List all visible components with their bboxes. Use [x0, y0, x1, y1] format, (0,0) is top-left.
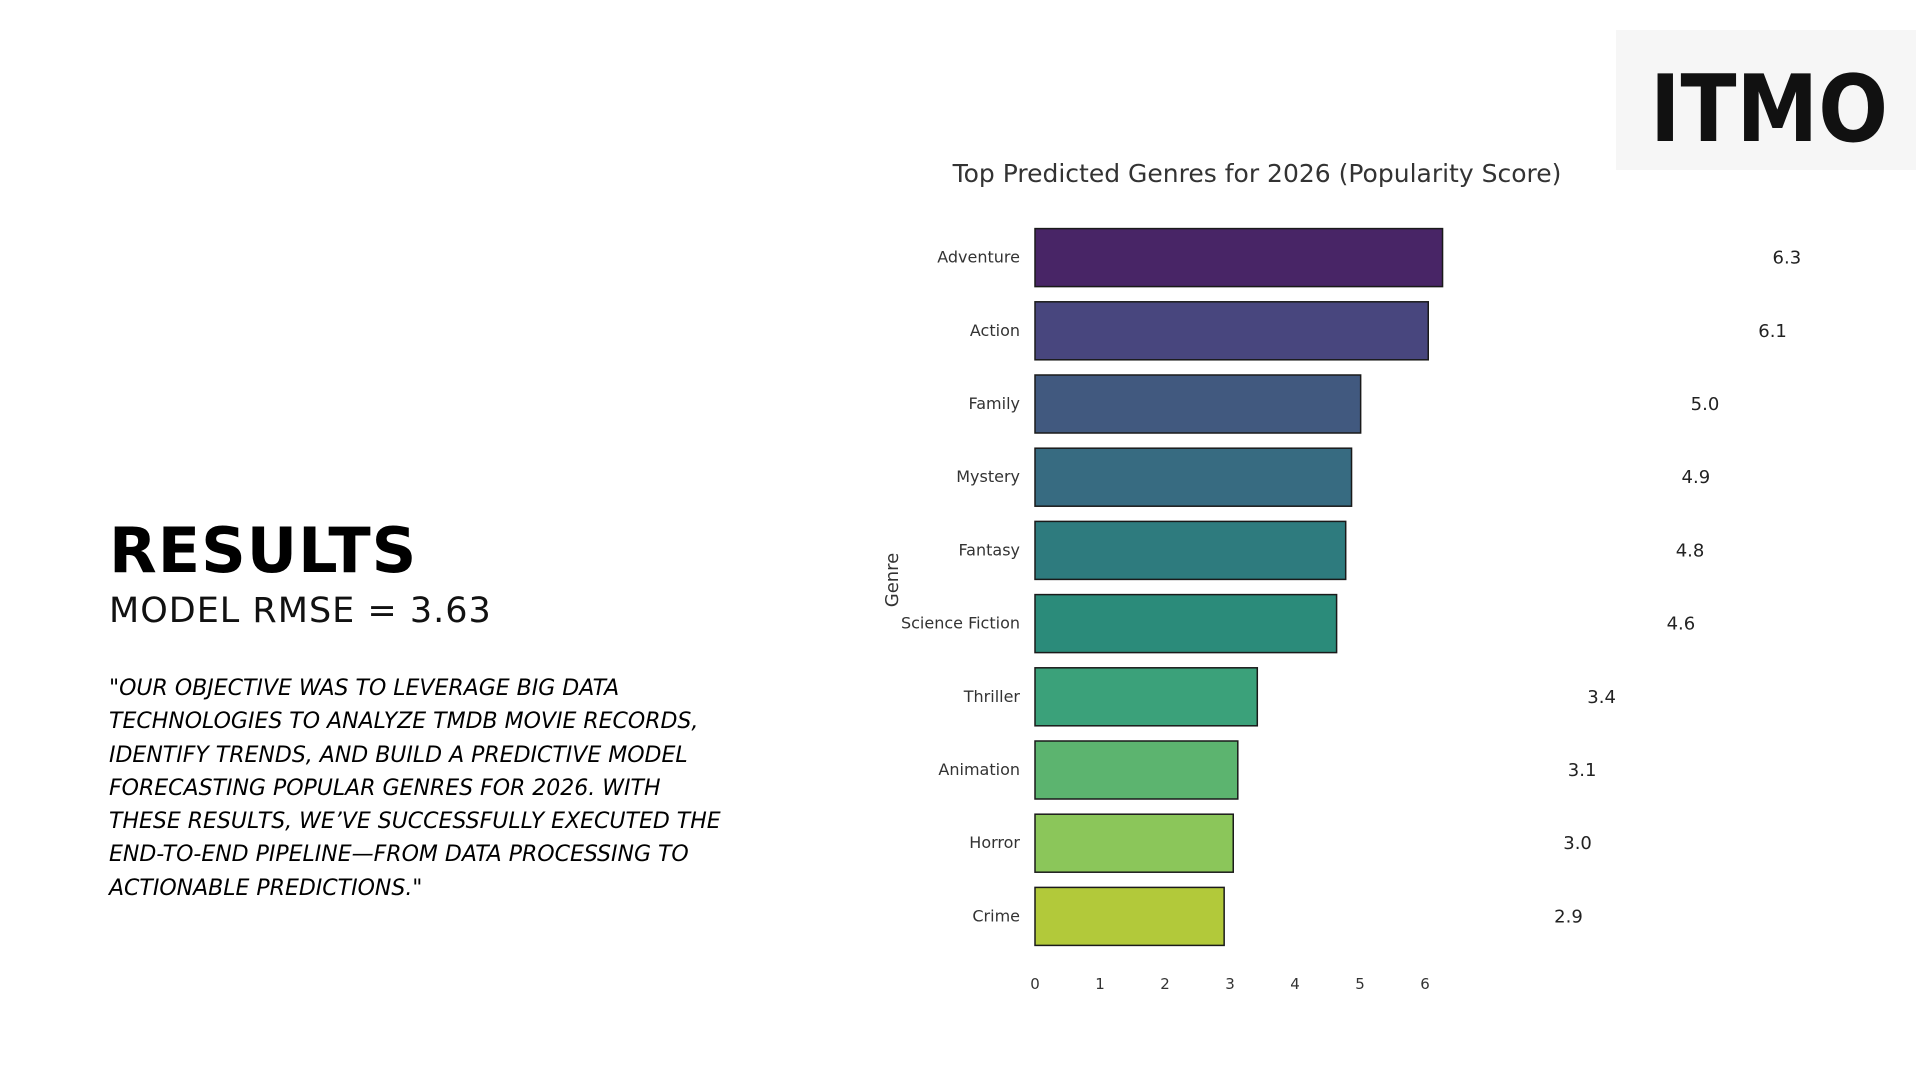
- y-tick-label-family: Family: [969, 394, 1020, 413]
- bar-thriller: [1034, 667, 1259, 727]
- bar-crime: [1034, 886, 1225, 947]
- y-tick-label-fantasy: Fantasy: [958, 540, 1020, 559]
- model-rmse-text: MODEL RMSE = 3.63: [109, 591, 492, 631]
- value-labels: 6.3 6.1 5.0 4.9 4.8 4.6 3.4 3.1 3.0 2.9: [1554, 248, 1801, 928]
- y-tick-labels: Adventure Action Family Mystery Fantasy Scien…: [901, 248, 1020, 926]
- genre-popularity-chart: Top Predicted Genres for 2026 (Popularit…: [860, 140, 1860, 990]
- x-tick-label-2: 2: [1160, 975, 1170, 990]
- value-label-science-fiction: 4.6: [1667, 614, 1696, 635]
- chart-svg: Top Predicted Genres for 2026 (Popularit…: [882, 159, 1801, 990]
- y-tick-label-thriller: Thriller: [963, 687, 1021, 706]
- x-tick-label-5: 5: [1355, 975, 1365, 990]
- value-label-crime: 2.9: [1554, 906, 1583, 927]
- y-tick-label-animation: Animation: [938, 760, 1020, 779]
- x-tick-label-4: 4: [1290, 975, 1300, 990]
- svg-text:ITMO: ITMO: [1650, 55, 1888, 163]
- y-tick-label-horror: Horror: [969, 833, 1020, 852]
- y-tick-label-mystery: Mystery: [956, 467, 1020, 486]
- chart-title: Top Predicted Genres for 2026 (Popularit…: [952, 159, 1562, 188]
- x-tick-label-3: 3: [1225, 975, 1235, 990]
- value-label-horror: 3.0: [1563, 833, 1592, 854]
- bar-family: [1034, 374, 1362, 434]
- bars-layer: [1034, 227, 1444, 947]
- y-tick-label-science-fiction: Science Fiction: [901, 614, 1020, 633]
- value-label-mystery: 4.9: [1682, 467, 1711, 488]
- x-tick-label-0: 0: [1030, 975, 1040, 990]
- value-label-fantasy: 4.8: [1676, 540, 1705, 561]
- x-tick-labels: 0 1 2 3 4 5 6: [1030, 975, 1430, 990]
- y-tick-label-action: Action: [970, 321, 1020, 340]
- value-label-animation: 3.1: [1568, 760, 1597, 781]
- y-tick-label-crime: Crime: [972, 906, 1020, 925]
- value-label-thriller: 3.4: [1587, 687, 1616, 708]
- value-label-family: 5.0: [1691, 394, 1720, 415]
- itmo-logo-graphic: ITMO: [1650, 55, 1888, 163]
- results-heading: RESULTS: [109, 514, 418, 587]
- bar-adventure: [1034, 227, 1444, 288]
- bar-animation: [1034, 740, 1239, 800]
- x-tick-label-6: 6: [1420, 975, 1430, 990]
- objective-quote: "OUR OBJECTIVE WAS TO LEVERAGE BIG DATA …: [109, 676, 721, 901]
- y-axis-label: Genre: [882, 553, 903, 608]
- itmo-logo: ITMO: [1616, 30, 1916, 170]
- bar-mystery: [1034, 447, 1353, 507]
- value-label-adventure: 6.3: [1773, 248, 1802, 269]
- bar-science-fiction: [1034, 593, 1338, 654]
- bar-action: [1034, 301, 1429, 361]
- bar-fantasy: [1034, 520, 1347, 581]
- value-label-action: 6.1: [1758, 321, 1787, 342]
- x-tick-label-1: 1: [1095, 975, 1105, 990]
- y-tick-label-adventure: Adventure: [937, 248, 1020, 267]
- bar-horror: [1034, 813, 1234, 873]
